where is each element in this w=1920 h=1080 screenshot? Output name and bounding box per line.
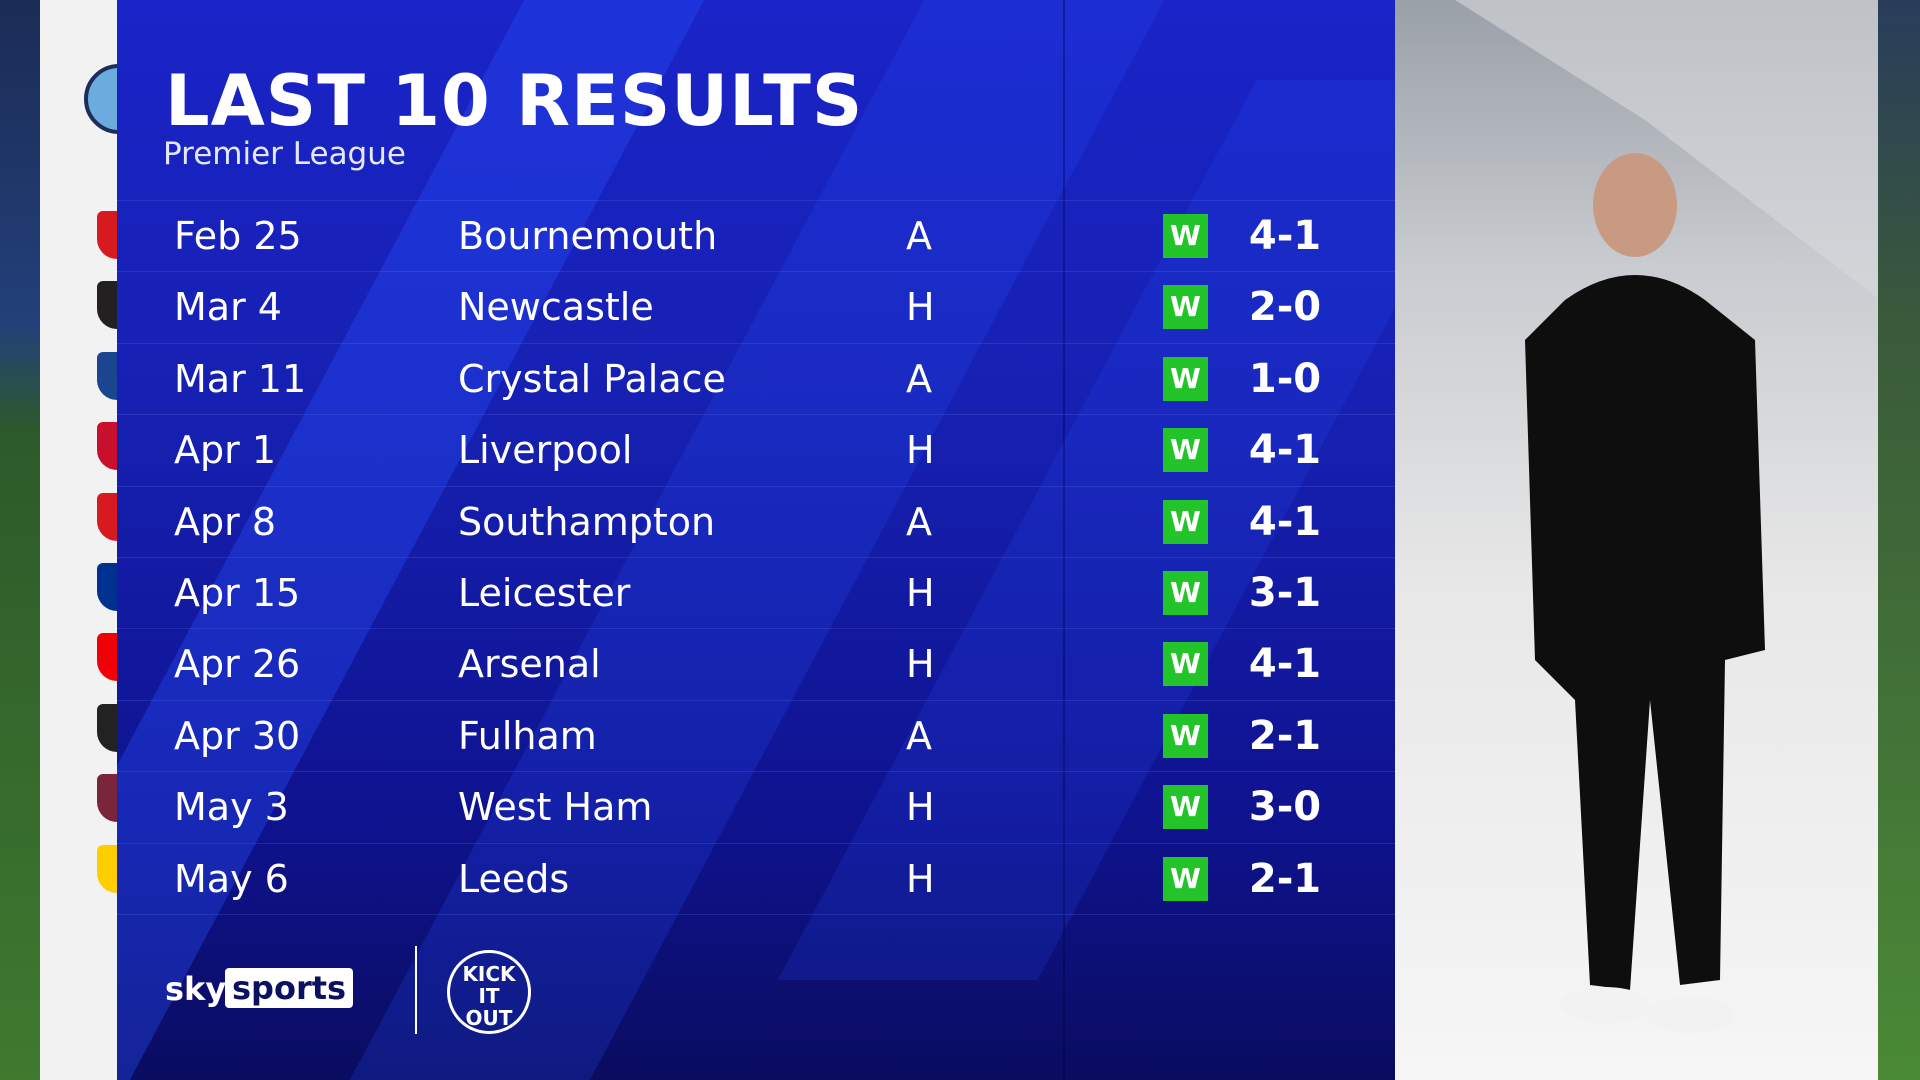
result-row: Mar 4 Newcastle H W 2-0 xyxy=(117,271,1395,342)
score: 4-1 xyxy=(1248,498,1322,545)
match-date: Apr 1 xyxy=(174,428,276,473)
result-row: Apr 15 Leicester H W 3-1 xyxy=(117,556,1395,628)
opponent-name: Southampton xyxy=(458,499,716,544)
opponent-name: Arsenal xyxy=(458,642,601,687)
result-badge: W xyxy=(1163,856,1208,901)
venue: A xyxy=(906,499,932,544)
venue: A xyxy=(906,356,932,401)
footer-divider xyxy=(415,946,417,1034)
match-date: Apr 30 xyxy=(174,713,301,758)
background-stadium-right xyxy=(1878,0,1920,1080)
score: 2-1 xyxy=(1248,712,1322,759)
match-date: Apr 15 xyxy=(174,570,301,615)
venue: H xyxy=(906,570,935,615)
match-date: May 3 xyxy=(174,785,289,830)
match-date: Apr 8 xyxy=(174,499,276,544)
score: 2-1 xyxy=(1248,855,1322,902)
background-stadium-left xyxy=(0,0,40,1080)
result-badge: W xyxy=(1163,428,1208,473)
match-date: Mar 4 xyxy=(174,285,282,330)
opponent-name: Crystal Palace xyxy=(458,356,726,401)
crest-column xyxy=(40,0,154,1080)
venue: A xyxy=(906,713,932,758)
opponent-name: Bournemouth xyxy=(458,214,718,258)
score: 2-0 xyxy=(1248,284,1322,331)
result-badge: W xyxy=(1163,570,1208,615)
manager-figure-icon xyxy=(1395,0,1880,1033)
match-date: Feb 25 xyxy=(174,214,302,258)
result-row: Apr 8 Southampton A W 4-1 xyxy=(117,485,1395,557)
venue: H xyxy=(906,285,935,330)
result-row: May 3 West Ham H W 3-0 xyxy=(117,771,1395,842)
opponent-name: Leicester xyxy=(458,570,631,615)
result-row: Apr 1 Liverpool H W 4-1 xyxy=(117,414,1395,485)
panel-divider xyxy=(1063,0,1065,1080)
venue: H xyxy=(906,785,935,830)
opponent-name: West Ham xyxy=(458,785,653,830)
score: 1-0 xyxy=(1248,355,1322,402)
venue: H xyxy=(906,428,935,473)
score: 4-1 xyxy=(1248,427,1322,474)
match-date: Apr 26 xyxy=(174,642,301,687)
result-badge: W xyxy=(1163,642,1208,687)
kick-it-out-logo: KICK IT OUT xyxy=(447,950,531,1034)
result-row: Apr 26 Arsenal H W 4-1 xyxy=(117,628,1395,699)
match-date: May 6 xyxy=(174,856,289,901)
result-row: Apr 30 Fulham A W 2-1 xyxy=(117,699,1395,771)
opponent-name: Leeds xyxy=(458,856,570,901)
match-date: Mar 11 xyxy=(174,356,307,401)
result-badge: W xyxy=(1163,356,1208,401)
results-table: Feb 25 Bournemouth A W 4-1 Mar 4 Newcastle H W 2-… xyxy=(117,200,1395,915)
opponent-name: Fulham xyxy=(458,713,597,758)
sky-logo: sky xyxy=(165,970,227,1008)
venue: H xyxy=(906,856,935,901)
result-badge: W xyxy=(1163,499,1208,544)
opponent-name: Newcastle xyxy=(458,285,654,330)
score: 3-1 xyxy=(1248,569,1322,616)
result-row: Mar 11 Crystal Palace A W 1-0 xyxy=(117,342,1395,414)
competition-subtitle: Premier League xyxy=(163,136,406,172)
result-badge: W xyxy=(1163,713,1208,758)
score: 4-1 xyxy=(1248,213,1322,259)
results-panel: LAST 10 RESULTS Premier League Feb 25 Bou… xyxy=(117,0,1395,1080)
score: 3-0 xyxy=(1248,784,1322,831)
result-badge: W xyxy=(1163,785,1208,830)
score: 4-1 xyxy=(1248,641,1322,688)
result-row: May 6 Leeds H W 2-1 xyxy=(117,842,1395,915)
result-row: Feb 25 Bournemouth A W 4-1 xyxy=(117,200,1395,271)
footer-logos: sky sports KICK IT OUT xyxy=(165,940,765,1040)
result-badge: W xyxy=(1163,214,1208,258)
manager-photo xyxy=(1395,0,1880,1080)
sports-logo: sports xyxy=(225,968,354,1008)
venue: H xyxy=(906,642,935,687)
venue: A xyxy=(906,214,932,258)
opponent-name: Liverpool xyxy=(458,428,633,473)
page-title: LAST 10 RESULTS xyxy=(165,60,864,142)
result-badge: W xyxy=(1163,285,1208,330)
